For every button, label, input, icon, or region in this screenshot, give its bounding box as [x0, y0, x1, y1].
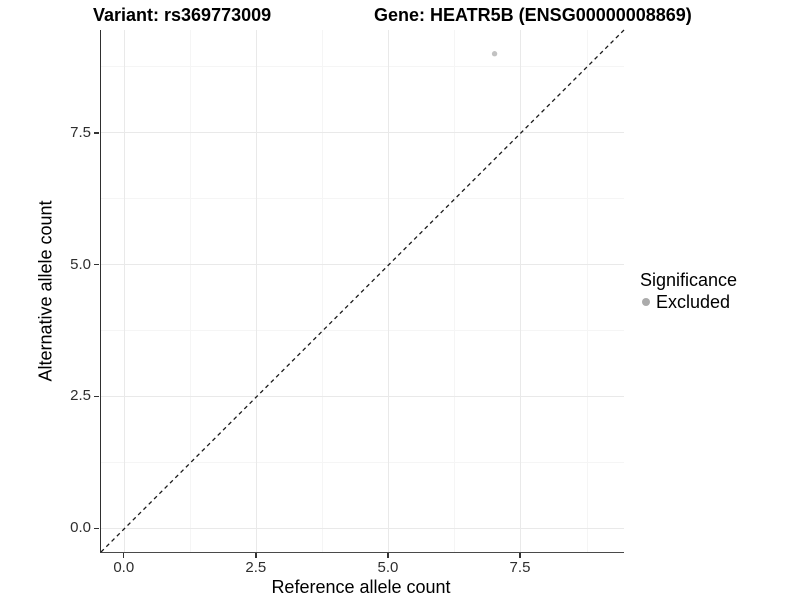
gridline-major-horizontal [101, 264, 624, 266]
y-tick-label: 5.0 [70, 255, 91, 273]
gridline-minor-vertical [586, 30, 588, 552]
gridline-minor-horizontal [101, 198, 624, 200]
x-tick-mark [123, 553, 125, 558]
gridline-major-horizontal [101, 527, 624, 529]
y-axis-title: Alternative allele count [35, 200, 56, 382]
plot-title-variant: Variant: rs369773009 [93, 5, 272, 25]
y-tick-mark [94, 395, 99, 398]
legend-items: Excluded [640, 292, 737, 312]
x-tick-mark [387, 553, 389, 558]
gridline-major-horizontal [101, 132, 624, 134]
gridline-minor-horizontal [101, 330, 624, 332]
legend-item-label: Excluded [656, 291, 731, 312]
legend-item: Excluded [640, 292, 737, 312]
gridline-major-vertical [124, 30, 126, 552]
gridline-minor-vertical [190, 30, 192, 552]
identity-line [100, 29, 625, 553]
x-tick-label: 7.5 [509, 559, 531, 576]
plot-drawing-layer [100, 29, 625, 553]
x-tick-label: 2.5 [245, 559, 267, 576]
gridline-major-vertical [256, 30, 258, 552]
gridline-major-horizontal [101, 395, 624, 397]
gridline-major-vertical [388, 30, 390, 552]
y-tick-mark [94, 132, 99, 134]
data-point [491, 51, 498, 57]
plot-panel [100, 29, 625, 553]
legend-key-dot [642, 298, 650, 306]
gridline-minor-horizontal [101, 461, 624, 463]
x-axis-title: Reference allele count [271, 577, 451, 597]
y-tick-label: 2.5 [70, 387, 91, 405]
x-tick-label: 0.0 [113, 559, 135, 576]
legend: Significance Excluded [640, 270, 737, 312]
y-tick-mark [94, 527, 99, 529]
gridline-minor-horizontal [101, 66, 624, 68]
gridline-minor-vertical [454, 30, 456, 552]
y-tick-mark [94, 263, 99, 266]
x-tick-mark [255, 553, 257, 558]
x-tick-label: 5.0 [377, 559, 399, 576]
y-tick-label: 7.5 [70, 123, 91, 141]
legend-title: Significance [640, 270, 738, 290]
x-tick-mark [519, 553, 521, 558]
y-tick-label: 0.0 [70, 519, 91, 537]
gridline-minor-vertical [322, 30, 324, 552]
plot-title-gene: Gene: HEATR5B (ENSG00000008869) [374, 5, 692, 25]
gridline-major-vertical [520, 30, 522, 552]
